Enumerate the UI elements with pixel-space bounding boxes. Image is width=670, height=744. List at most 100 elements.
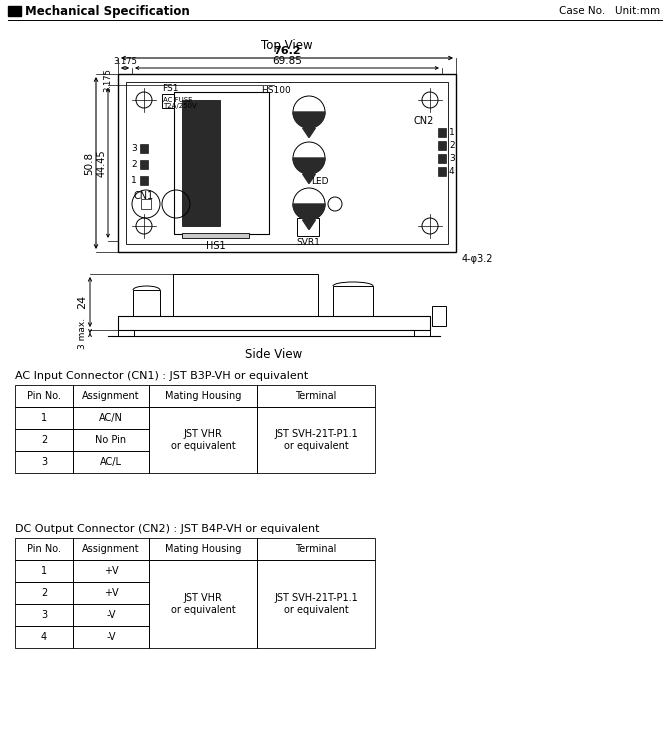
- Bar: [257, 538, 375, 560]
- Bar: [149, 407, 257, 473]
- Bar: [15, 385, 73, 407]
- Text: 69.85: 69.85: [272, 56, 302, 66]
- Text: 2: 2: [131, 160, 137, 169]
- Text: HS1: HS1: [206, 241, 225, 251]
- Text: -V: -V: [107, 610, 116, 620]
- Text: Assignment: Assignment: [82, 391, 140, 401]
- Text: 3.175: 3.175: [103, 68, 112, 92]
- Bar: [162, 94, 180, 108]
- Text: Assignment: Assignment: [82, 544, 140, 554]
- Polygon shape: [303, 128, 316, 138]
- Text: Pin No.: Pin No.: [27, 544, 61, 554]
- Text: 4: 4: [449, 167, 455, 176]
- Text: Mating Housing: Mating Housing: [165, 544, 241, 554]
- Text: 3: 3: [131, 144, 137, 153]
- Text: -V: -V: [107, 632, 116, 642]
- Bar: [15, 604, 73, 626]
- Bar: [15, 626, 73, 648]
- Bar: [15, 451, 73, 473]
- Bar: [182, 100, 220, 226]
- Bar: [438, 141, 446, 150]
- Text: Mechanical Specification: Mechanical Specification: [25, 4, 190, 18]
- Bar: [73, 407, 149, 429]
- Bar: [149, 538, 257, 560]
- Bar: [126, 82, 448, 244]
- Bar: [133, 290, 160, 316]
- Text: Top View: Top View: [261, 39, 313, 53]
- Bar: [297, 218, 319, 236]
- Text: 3: 3: [41, 457, 47, 467]
- Polygon shape: [303, 174, 316, 184]
- Bar: [15, 582, 73, 604]
- Bar: [15, 560, 73, 582]
- Text: 2: 2: [41, 435, 47, 445]
- Bar: [141, 199, 151, 209]
- Text: CN2: CN2: [413, 116, 434, 126]
- Bar: [257, 560, 375, 648]
- Bar: [8, 6, 21, 16]
- Text: FS1: FS1: [162, 84, 178, 93]
- Bar: [414, 330, 430, 336]
- Text: JST VHR
or equivalent: JST VHR or equivalent: [171, 429, 235, 451]
- Bar: [15, 407, 73, 429]
- Text: AC/N: AC/N: [99, 413, 123, 423]
- Bar: [173, 274, 318, 316]
- Bar: [257, 385, 375, 407]
- Text: +V: +V: [104, 588, 119, 598]
- Bar: [73, 560, 149, 582]
- Text: HS100: HS100: [261, 86, 291, 95]
- Text: 44.45: 44.45: [97, 150, 107, 177]
- Text: AC Input Connector (CN1) : JST B3P-VH or equivalent: AC Input Connector (CN1) : JST B3P-VH or…: [15, 371, 308, 381]
- Text: 1: 1: [131, 176, 137, 185]
- Polygon shape: [303, 220, 316, 230]
- Bar: [15, 429, 73, 451]
- Text: 24: 24: [77, 295, 87, 309]
- Bar: [73, 538, 149, 560]
- Bar: [140, 144, 148, 153]
- Text: JST SVH-21T-P1.1
or equivalent: JST SVH-21T-P1.1 or equivalent: [274, 429, 358, 451]
- Bar: [73, 385, 149, 407]
- Text: Pin No.: Pin No.: [27, 391, 61, 401]
- Bar: [182, 233, 249, 238]
- Bar: [73, 429, 149, 451]
- Polygon shape: [293, 112, 325, 128]
- Text: 2: 2: [449, 141, 455, 150]
- Bar: [118, 74, 456, 252]
- Bar: [15, 538, 73, 560]
- Bar: [149, 385, 257, 407]
- Polygon shape: [293, 158, 325, 174]
- Bar: [438, 167, 446, 176]
- Text: AC/L: AC/L: [100, 457, 122, 467]
- Text: 4: 4: [41, 632, 47, 642]
- Text: 1: 1: [41, 413, 47, 423]
- Bar: [73, 604, 149, 626]
- Text: DC Output Connector (CN2) : JST B4P-VH or equivalent: DC Output Connector (CN2) : JST B4P-VH o…: [15, 524, 320, 534]
- Bar: [118, 330, 134, 336]
- Text: 3: 3: [41, 610, 47, 620]
- Bar: [438, 128, 446, 137]
- Text: 3 max.: 3 max.: [78, 318, 87, 348]
- Bar: [140, 160, 148, 169]
- Text: T2A/250V: T2A/250V: [163, 103, 197, 109]
- Bar: [149, 560, 257, 648]
- Text: Side View: Side View: [245, 347, 303, 361]
- Bar: [73, 451, 149, 473]
- Text: SVR1: SVR1: [296, 238, 320, 247]
- Text: 3.175: 3.175: [113, 57, 137, 66]
- Bar: [257, 407, 375, 473]
- Text: 1: 1: [41, 566, 47, 576]
- Bar: [73, 582, 149, 604]
- Text: Mating Housing: Mating Housing: [165, 391, 241, 401]
- Text: 3: 3: [449, 154, 455, 163]
- Text: JST SVH-21T-P1.1
or equivalent: JST SVH-21T-P1.1 or equivalent: [274, 593, 358, 615]
- Text: +V: +V: [104, 566, 119, 576]
- Bar: [174, 92, 269, 234]
- Text: Terminal: Terminal: [295, 544, 337, 554]
- Text: JST VHR
or equivalent: JST VHR or equivalent: [171, 593, 235, 615]
- Text: Case No.   Unit:mm: Case No. Unit:mm: [559, 6, 660, 16]
- Text: Terminal: Terminal: [295, 391, 337, 401]
- Text: CN1: CN1: [134, 190, 154, 201]
- Text: 4-φ3.2: 4-φ3.2: [462, 254, 494, 264]
- Polygon shape: [293, 204, 325, 220]
- Text: AC FUSE: AC FUSE: [163, 97, 192, 103]
